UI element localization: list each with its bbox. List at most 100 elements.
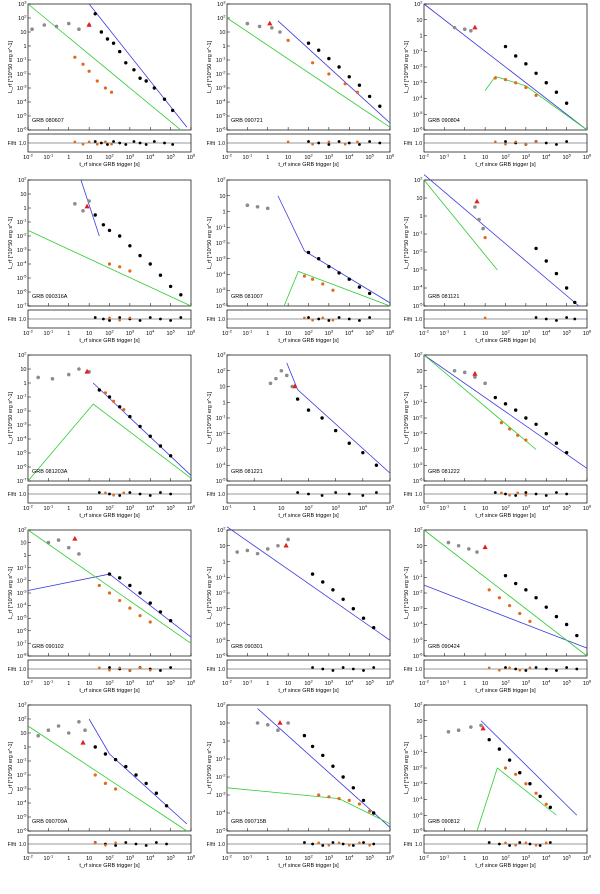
residual-point	[524, 669, 528, 672]
y-tick-label: 10-4	[216, 809, 226, 818]
red-marker	[84, 368, 90, 374]
orange-data-point	[487, 588, 491, 592]
y-tick-label: 10-5	[413, 636, 423, 645]
green-fit-line	[226, 17, 391, 128]
x-tick-label: 105	[365, 153, 374, 162]
red-marker	[474, 198, 480, 204]
x-tick-label: 106	[583, 679, 592, 688]
y-tick-label: 10-3	[216, 445, 226, 454]
black-data-point	[128, 244, 132, 248]
black-data-point	[295, 397, 300, 401]
y-axis-label: L_rf [*10^50 erg s^-1]	[207, 566, 213, 619]
black-data-point	[534, 596, 538, 600]
residual-point	[95, 142, 99, 146]
y-tick-label: 10-5	[216, 477, 226, 486]
y-tick-label: 10-3	[413, 429, 423, 438]
residual-point	[524, 491, 528, 494]
residual-point	[311, 142, 314, 146]
black-data-point	[158, 610, 163, 614]
residual-point	[303, 841, 306, 844]
black-data-point	[372, 811, 376, 815]
x-tick-label: 103	[126, 153, 135, 162]
grey-data-point	[245, 548, 250, 553]
x-tick-label: 10-2	[23, 854, 33, 863]
orange-data-point	[507, 427, 512, 431]
residual-point	[296, 491, 300, 494]
residual-point	[311, 666, 314, 669]
black-data-point	[128, 583, 132, 588]
light-curve-panel: 10-5 10-4 10-3 10-2 10-1 1 10 102 10-2 10-1 1 10 102…	[207, 701, 395, 870]
x-tick-label: 102	[105, 504, 114, 513]
orange-data-point	[118, 598, 122, 603]
black-data-point	[306, 408, 311, 412]
black-data-point	[347, 75, 351, 79]
residual-point	[148, 316, 152, 319]
x-tick-label: 10	[285, 155, 291, 161]
residual-axis-label: F/fit	[8, 842, 17, 848]
y-tick-label: 10-1	[17, 56, 27, 65]
plot-frame	[226, 529, 391, 657]
residual-point	[128, 316, 132, 320]
black-data-point	[158, 273, 163, 277]
black-data-point	[148, 262, 152, 266]
residual-point	[152, 140, 156, 143]
y-tick-label: 10	[20, 367, 26, 373]
x-tick-label: 104	[359, 504, 368, 513]
black-data-point	[316, 257, 321, 261]
black-data-point	[107, 228, 112, 233]
green-fit-line	[27, 403, 192, 482]
black-data-point	[564, 286, 569, 290]
orange-data-point	[128, 606, 132, 610]
black-data-point	[107, 572, 112, 576]
light-curve-panel: 10-8 10-7 10-6 10-5 10-4 10-3 10-2 10-1 1 10 102 10…	[8, 526, 196, 695]
x-tick-label: 102	[105, 679, 114, 688]
burst-label: GRB 081222	[428, 469, 460, 475]
residual-point	[321, 667, 325, 671]
orange-data-point	[337, 797, 341, 801]
grey-data-point	[286, 721, 290, 725]
y-tick-label: 10-1	[216, 573, 226, 582]
residual-point	[508, 844, 511, 847]
light-curve-panel: 10-6 10-5 10-4 10-3 10-2 10-1 1 10 102 10-2 10-1 1 1…	[207, 176, 395, 345]
burst-label: GRB 081007	[231, 294, 263, 300]
residual-point	[93, 841, 97, 845]
residual-axis-label: F/fit	[404, 492, 413, 498]
y-tick-label: 10-4	[413, 620, 423, 629]
blue-fit-line	[277, 20, 391, 124]
grey-data-point	[50, 377, 55, 381]
x-tick-label: 10-1	[243, 329, 253, 338]
x-tick-label: 103	[325, 679, 334, 688]
y-tick-label: 10-6	[216, 652, 226, 661]
residual-point	[343, 142, 347, 146]
y-tick-label: 10	[20, 541, 26, 547]
black-data-point	[564, 622, 569, 627]
x-tick-label: 102	[105, 854, 114, 863]
y-tick-label: 10-3	[413, 779, 423, 788]
plot-frame	[226, 179, 391, 307]
black-data-point	[124, 61, 128, 65]
residual-point	[171, 143, 175, 146]
black-data-point	[351, 607, 356, 611]
residual-axis-label: F/fit	[404, 141, 413, 147]
red-marker	[84, 203, 90, 209]
y-tick-label: 10-7	[17, 477, 27, 486]
x-axis-label: t_rf since GRB trigger [s]	[278, 162, 339, 168]
y-tick-label: 10-1	[413, 573, 423, 582]
residual-point	[358, 319, 361, 322]
residual-point	[99, 141, 103, 145]
x-tick-label: 106	[187, 329, 196, 338]
x-tick-label: 105	[166, 329, 175, 338]
x-axis-label: t_rf since GRB trigger [s]	[475, 513, 536, 519]
x-tick-label: 10-1	[440, 679, 450, 688]
y-tick-label: 10-4	[413, 445, 423, 454]
residual-point	[144, 143, 148, 146]
residual-tick-label: 1.0	[218, 492, 225, 498]
grey-data-point	[462, 27, 467, 32]
residual-point	[138, 492, 142, 496]
x-tick-label: 106	[187, 504, 196, 513]
x-tick-label: 10-1	[243, 854, 253, 863]
residual-point	[118, 318, 121, 322]
black-data-point	[544, 259, 548, 263]
blue-fit-line	[423, 354, 588, 469]
black-data-point	[554, 441, 559, 445]
